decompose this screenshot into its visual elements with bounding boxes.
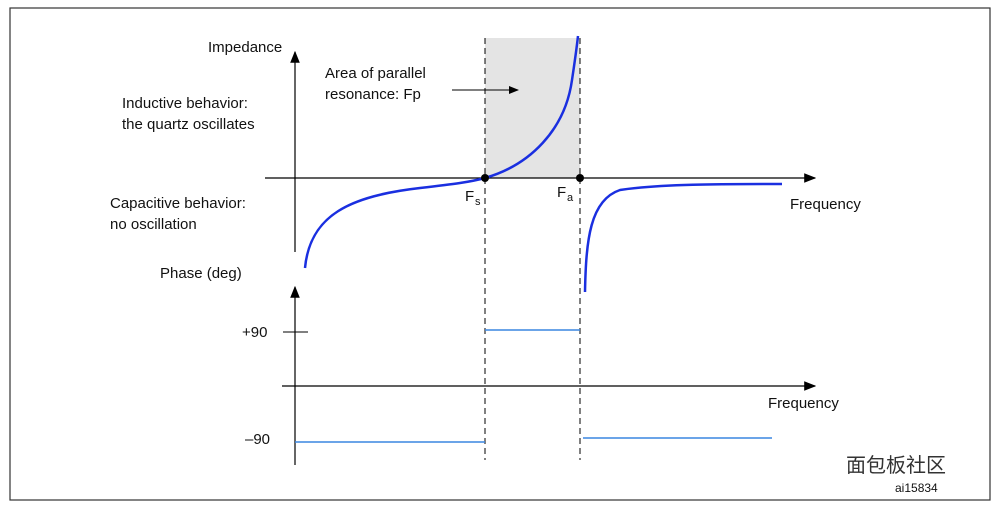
axis-label: Frequency <box>790 196 861 213</box>
watermark: 面包板社区 <box>846 454 946 477</box>
label: Capacitive behavior: <box>110 195 246 212</box>
fs-label: F <box>465 188 474 205</box>
tick-label: +90 <box>242 324 267 341</box>
annotation: Area of parallel <box>325 65 426 82</box>
label: Inductive behavior: <box>122 95 248 112</box>
annotation: resonance: Fp <box>325 86 421 103</box>
fa-subscript: a <box>567 192 574 204</box>
figure-id: ai15834 <box>895 481 938 495</box>
fa-label: F <box>557 184 566 201</box>
fs-subscript: s <box>475 196 481 208</box>
fa-point <box>576 174 584 182</box>
label: the quartz oscillates <box>122 116 255 133</box>
fs-point <box>481 174 489 182</box>
frame <box>9 7 991 501</box>
axis-label: Frequency <box>768 395 839 412</box>
impedance-curve <box>583 182 783 293</box>
axis-title: Phase (deg) <box>160 265 242 282</box>
label: no oscillation <box>110 216 197 233</box>
axis-title: Impedance <box>208 39 282 56</box>
tick-label: –90 <box>245 431 270 448</box>
